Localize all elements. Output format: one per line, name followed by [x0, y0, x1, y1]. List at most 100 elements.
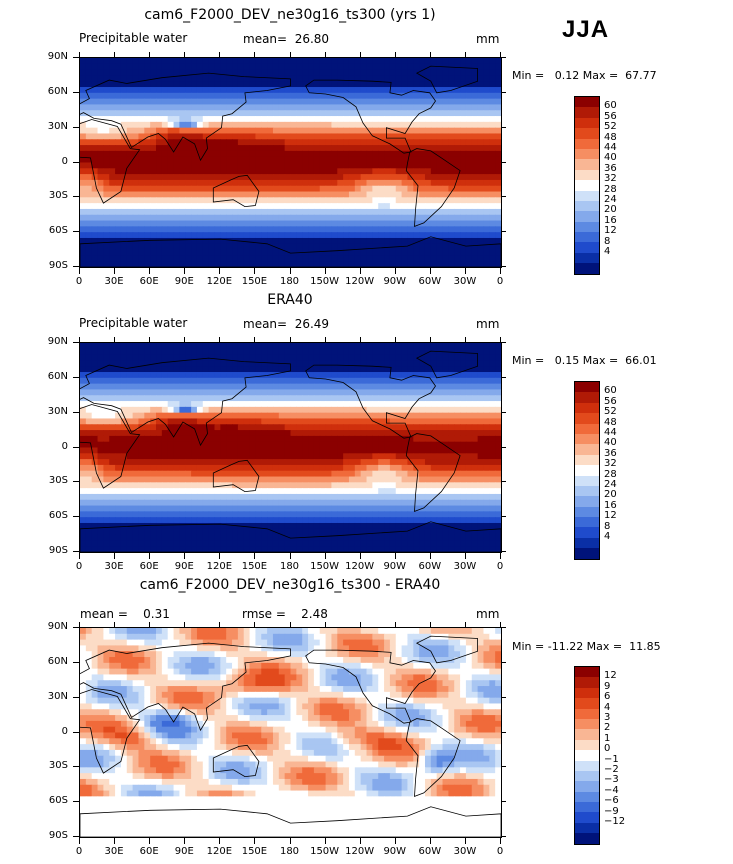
lat-tick	[501, 411, 506, 413]
lon-tick-label: 30E	[104, 846, 124, 857]
lat-tick	[73, 516, 79, 518]
lat-tick	[501, 627, 506, 628]
coastline	[305, 649, 436, 724]
colorbar-swatch	[575, 781, 599, 792]
lon-tick	[114, 268, 116, 274]
lon-tick-label: 150W	[310, 561, 340, 572]
lon-tick	[464, 337, 466, 342]
colorbar-swatch	[575, 667, 599, 678]
lat-tick	[73, 126, 79, 128]
colorbar-swatch	[575, 444, 599, 455]
lon-tick-label: 180	[279, 276, 300, 287]
min-max-label: Min = -11.22 Max = 11.85	[512, 640, 661, 653]
lat-tick-label: 90N	[47, 336, 68, 347]
coastline	[80, 642, 291, 732]
colorbar-swatch	[575, 791, 599, 803]
colorbar-label: 48	[604, 416, 617, 428]
panel-title: ERA40	[267, 292, 313, 308]
lon-tick-label: 60W	[418, 561, 442, 572]
lon-tick-label: 30E	[104, 276, 124, 287]
lon-tick	[289, 268, 291, 274]
lat-tick	[501, 91, 506, 93]
colorbar-label: −1	[604, 753, 619, 765]
lon-tick	[254, 622, 256, 627]
lon-tick	[114, 622, 116, 627]
lat-tick	[501, 196, 506, 198]
lon-tick	[219, 838, 221, 844]
lon-tick	[429, 838, 431, 844]
colorbar-label: 20	[604, 489, 617, 501]
lon-tick-label: 150E	[241, 561, 268, 572]
lon-tick	[254, 838, 256, 844]
colorbar-label: 16	[604, 214, 617, 226]
colorbar-swatch	[575, 232, 599, 243]
colorbar-label: 9	[604, 680, 611, 692]
colorbar-label: 36	[604, 447, 617, 459]
lat-tick-label: 30S	[48, 190, 68, 202]
lon-tick	[324, 268, 326, 274]
lon-tick-label: 30E	[104, 561, 124, 572]
colorbar-label: 56	[604, 395, 617, 407]
colorbar-label: 2	[604, 722, 611, 734]
colorbar-label: 28	[604, 468, 617, 480]
lon-tick	[324, 838, 326, 844]
lon-tick	[114, 337, 116, 342]
colorbar-swatch	[575, 97, 599, 108]
colorbar-label: 1	[604, 732, 611, 744]
lon-tick	[289, 622, 291, 627]
colorbar-label: 40	[604, 152, 617, 164]
colorbar-swatch	[575, 242, 599, 253]
lon-tick	[219, 337, 221, 342]
lon-tick	[500, 622, 501, 627]
lon-tick	[79, 838, 80, 844]
lon-tick	[500, 838, 501, 844]
lon-tick	[149, 838, 151, 844]
lon-tick	[149, 553, 151, 559]
lat-tick	[73, 731, 79, 733]
colorbar-swatch	[575, 423, 599, 434]
lat-tick	[73, 161, 79, 163]
lon-tick-label: 120W	[345, 846, 375, 857]
colorbar-swatch	[575, 739, 599, 751]
colorbar-swatch	[575, 221, 599, 233]
lon-tick	[184, 337, 186, 342]
colorbar-label: 32	[604, 458, 617, 470]
lat-tick-label: 60S	[48, 795, 68, 807]
lon-tick	[429, 622, 431, 627]
colorbar-swatch	[575, 252, 599, 264]
colorbar-swatch	[575, 812, 599, 823]
lon-tick-label: 90W	[383, 846, 407, 857]
colorbar	[574, 666, 600, 845]
map-panel-3: cam6_F2000_DEV_ne30g16_ts300 - ERA40 mean…	[0, 570, 733, 857]
coastline	[405, 718, 461, 797]
season-label: JJA	[562, 16, 610, 43]
lat-tick	[73, 266, 79, 267]
colorbar-swatch	[575, 128, 599, 139]
lat-tick	[73, 696, 79, 698]
colorbar-swatch	[575, 527, 599, 538]
lon-tick	[464, 622, 466, 627]
lon-tick	[254, 268, 256, 274]
lon-tick	[149, 622, 151, 627]
lat-tick-label: 30S	[48, 760, 68, 772]
lat-tick	[501, 481, 506, 483]
left-subtitle: mean = 0.31	[80, 607, 170, 621]
colorbar-swatch	[575, 454, 599, 466]
colorbar-swatch	[575, 802, 599, 813]
lon-tick	[289, 838, 291, 844]
lat-tick-label: 30S	[48, 475, 68, 487]
colorbar-label: 40	[604, 437, 617, 449]
lat-tick	[73, 342, 79, 343]
lat-tick-label: 60N	[47, 85, 68, 97]
colorbar-swatch	[575, 117, 599, 129]
colorbar-label: 44	[604, 427, 617, 438]
lat-tick-label: 30N	[47, 120, 68, 132]
coastline	[80, 357, 291, 447]
lon-tick	[324, 553, 326, 559]
lat-tick	[73, 376, 79, 378]
colorbar-swatch	[575, 465, 599, 476]
lat-tick-label: 60N	[47, 655, 68, 667]
lat-tick	[501, 766, 506, 768]
left-subtitle: Precipitable water	[79, 316, 188, 330]
lon-tick	[500, 553, 501, 559]
